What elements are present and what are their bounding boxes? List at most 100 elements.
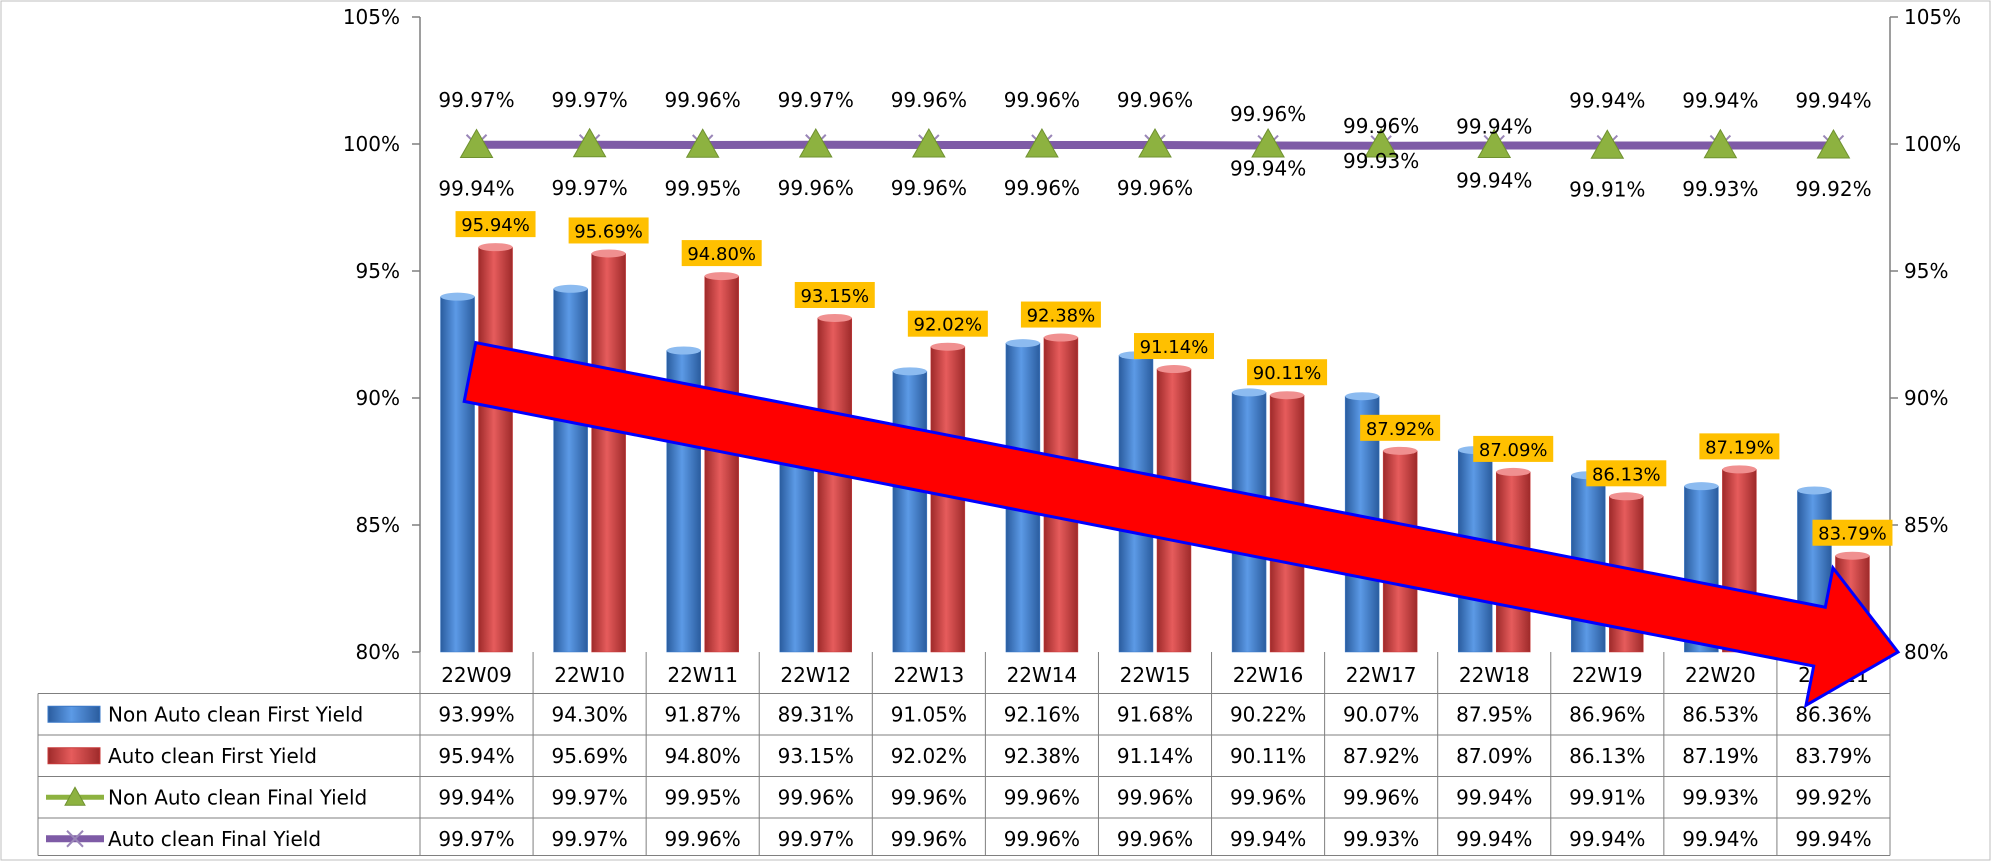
line-label-non-auto-final: 99.96% <box>1117 176 1193 200</box>
table-cell: 99.96% <box>891 785 967 809</box>
table-cell: 99.94% <box>438 785 514 809</box>
table-cell: 87.95% <box>1456 702 1532 726</box>
data-label: 90.11% <box>1253 363 1322 384</box>
category-label: 22W09 <box>441 663 512 687</box>
category-label: 22W13 <box>894 663 965 687</box>
line-label-non-auto-final: 99.91% <box>1569 177 1645 201</box>
table-cell: 86.53% <box>1682 702 1758 726</box>
table-cell: 86.36% <box>1795 702 1871 726</box>
line-label-auto-final: 99.94% <box>1456 115 1532 139</box>
bar-auto-first <box>591 253 626 653</box>
data-table: 22W09 22W10 22W11 22W12 22W13 22W14 22W15 22W16… <box>37 652 1891 856</box>
table-cell: 99.96% <box>1117 827 1193 851</box>
data-label-box <box>1699 433 1780 460</box>
table-cell: 99.94% <box>1230 827 1306 851</box>
bar-non-auto-first <box>553 288 588 653</box>
bar-top <box>1383 446 1418 455</box>
bar-top <box>591 249 626 258</box>
data-label: 86.13% <box>1592 464 1661 485</box>
data-label-box <box>1020 301 1101 328</box>
table-cell: 87.92% <box>1343 744 1419 768</box>
table-cell: 94.30% <box>551 702 627 726</box>
bar-top <box>1496 467 1531 476</box>
bar-auto-first <box>478 246 513 653</box>
bar-top <box>1684 482 1719 491</box>
category-label: 22W19 <box>1572 663 1643 687</box>
table-cell: 83.79% <box>1795 744 1871 768</box>
y-tick-label: 105% <box>343 5 400 29</box>
table-cell: 99.94% <box>1456 785 1532 809</box>
category-label: 22W16 <box>1233 663 1304 687</box>
lines-layer <box>459 127 1851 159</box>
table-cell: 99.91% <box>1569 785 1645 809</box>
legend-series-name: Auto clean Final Yield <box>108 827 321 851</box>
table-cell: 92.38% <box>1004 744 1080 768</box>
category-label: 22W14 <box>1007 663 1078 687</box>
table-cell: 90.07% <box>1343 702 1419 726</box>
bar-top <box>930 342 965 351</box>
bar-top <box>704 272 739 281</box>
marker-triangle <box>911 128 946 158</box>
line-label-non-auto-final: 99.96% <box>891 176 967 200</box>
line-label-auto-final: 99.94% <box>1682 89 1758 113</box>
table-cell: 94.80% <box>665 744 741 768</box>
table-cell: 89.31% <box>778 702 854 726</box>
data-label-box <box>455 211 536 238</box>
line-label-auto-final: 99.93% <box>1343 149 1419 173</box>
data-label-box <box>1247 359 1328 386</box>
y2-tick-label: 95% <box>1904 259 1948 283</box>
category-label: 22W12 <box>780 663 851 687</box>
marker-triangle <box>1703 128 1738 159</box>
data-label-box <box>1134 333 1214 360</box>
table-cell: 99.94% <box>1795 827 1871 851</box>
marker-triangle <box>1816 129 1851 159</box>
marker-triangle <box>1590 129 1625 159</box>
line-label-auto-final: 99.94% <box>1230 157 1306 181</box>
marker-triangle <box>572 127 607 158</box>
legend-series-name: Non Auto clean First Yield <box>108 702 363 726</box>
table-cell: 99.94% <box>1682 827 1758 851</box>
marker-triangle <box>685 128 720 158</box>
table-cell: 99.96% <box>778 785 854 809</box>
y2-tick-label: 90% <box>1904 386 1948 410</box>
bar-top <box>1043 333 1078 342</box>
table-cell: 86.13% <box>1569 744 1645 768</box>
table-cell: 99.93% <box>1343 827 1419 851</box>
table-cell: 93.15% <box>778 744 854 768</box>
line-label-non-auto-final: 99.94% <box>1456 169 1532 193</box>
category-label: 22W17 <box>1346 663 1417 687</box>
data-label: 95.94% <box>461 215 530 236</box>
category-label: 22W11 <box>667 663 738 687</box>
line-label-non-auto-final: 99.92% <box>1795 177 1871 201</box>
line-label-non-auto-final: 99.93% <box>1682 177 1758 201</box>
bar-top <box>1835 551 1870 560</box>
y-tick-label: 85% <box>356 513 400 537</box>
data-label: 92.38% <box>1027 306 1096 327</box>
category-label: 22W10 <box>554 663 625 687</box>
legend-key-marker <box>66 830 84 848</box>
data-label: 91.14% <box>1140 337 1209 358</box>
data-label: 95.69% <box>574 221 643 242</box>
data-label-box <box>1473 435 1554 462</box>
data-label: 83.79% <box>1818 524 1887 545</box>
table-cell: 90.22% <box>1230 702 1306 726</box>
y2-tick-label: 80% <box>1904 640 1948 664</box>
table-cell: 99.97% <box>778 827 854 851</box>
line-label-non-auto-final: 99.97% <box>551 176 627 200</box>
data-label: 87.19% <box>1705 437 1774 458</box>
table-cell: 99.96% <box>1004 785 1080 809</box>
y2-tick-label: 105% <box>1904 5 1961 29</box>
marker-triangle <box>1477 128 1512 159</box>
y2-tick-label: 85% <box>1904 513 1948 537</box>
labels-layer: 95.94% 95.69% 94.80% 93.15% 92.02% 92.38% 91.1… <box>438 88 1893 546</box>
table-cell: 99.97% <box>551 827 627 851</box>
table-cell: 99.96% <box>1117 785 1193 809</box>
data-label: 87.92% <box>1366 419 1435 440</box>
line-label-auto-final: 99.97% <box>551 88 627 112</box>
legend-series-name: Non Auto clean Final Yield <box>108 785 367 809</box>
marker-triangle <box>1364 128 1399 158</box>
table-cell: 99.97% <box>551 785 627 809</box>
marker-triangle <box>798 128 833 158</box>
bar-top <box>478 243 513 252</box>
line-label-auto-final: 99.97% <box>778 88 854 112</box>
